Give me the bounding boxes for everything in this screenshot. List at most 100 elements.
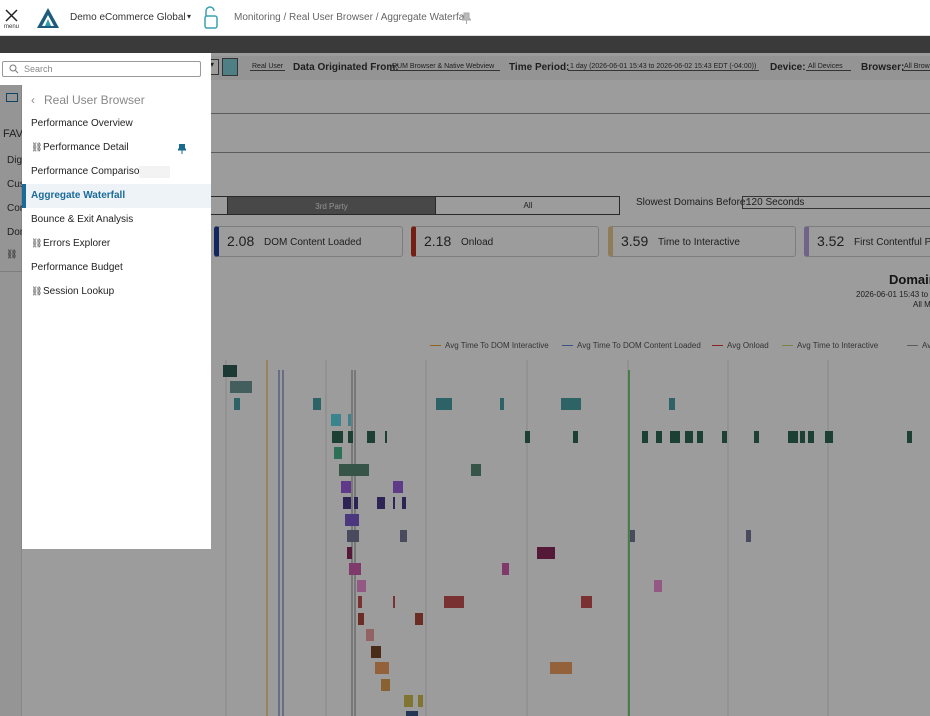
metric-label: First Contentful Pa [854,237,930,248]
metric-card[interactable]: 3.52 First Contentful Pa [804,226,930,257]
pin-icon[interactable] [178,144,186,154]
shape [234,398,675,410]
waterfall-bar [366,629,374,641]
org-name[interactable]: Demo eCommerce Global [70,12,186,23]
divider [0,271,22,272]
waterfall-bar [415,613,423,625]
shape [15,70,19,74]
waterfall-bar [525,431,530,443]
metric-card[interactable]: 3.59 Time to Interactive [608,226,796,257]
metric-label: DOM Content Loaded [264,237,362,248]
waterfall-bar [354,497,358,509]
device-label: Device: [770,62,806,73]
rail-label[interactable]: Cus [7,179,25,190]
waterfall-bar [642,431,648,443]
tab-active[interactable]: 3rd Party [227,196,436,215]
metric-value: 2.18 [424,233,452,249]
legend-item[interactable]: Avg Time to Interactive [782,341,878,350]
menu-item[interactable]: Performance Overview [31,118,133,129]
legend-item[interactable]: Avg Onload [712,341,769,350]
slowest-label: Slowest Domains Before: [636,197,749,208]
waterfall-bar [697,431,703,443]
origin-select[interactable]: RUM Browser & Native Webview [390,63,500,71]
slowest-input[interactable]: 120 Seconds [742,196,930,209]
waterfall-bar [444,596,464,608]
waterfall-bar [358,596,362,608]
dark-band [0,36,930,53]
rail-label[interactable]: Digi [7,155,25,166]
grid [225,360,829,716]
divider [211,152,930,153]
logo[interactable] [36,7,60,29]
chart-subtitle: 2026-06-01 15:43 to [856,290,929,299]
caret[interactable]: ▾ [187,12,192,21]
waterfall-bar [313,398,321,410]
rail-label[interactable]: Cor [7,203,24,214]
section-title[interactable]: Real User Browser [44,93,145,107]
search-input[interactable]: Search [2,61,201,77]
menu-item[interactable]: Errors Explorer [43,238,111,249]
back-arrow[interactable]: ‹ [31,93,35,107]
tab[interactable]: All [523,201,533,210]
waterfall-bar [907,431,912,443]
menu-item[interactable]: Session Lookup [43,286,115,297]
waterfall-bar [345,514,359,526]
browser-label: Browser: [861,62,905,73]
waterfall-bar [400,530,407,542]
waterfall-bar [436,398,452,410]
legend-item[interactable]: Avg Time To DOM Content Loaded [562,341,701,350]
location-button[interactable] [222,58,238,76]
period-label: Time Period: [509,62,570,73]
pin-icon[interactable] [462,12,471,24]
menu-item[interactable]: Performance Detail [43,142,129,153]
waterfall-bar [331,414,341,426]
shape [5,9,18,22]
menu-item[interactable]: Performance Comparison [31,166,145,177]
metric-value: 3.59 [621,233,649,249]
rail-icon[interactable] [6,93,18,103]
waterfall-bar [656,431,662,443]
legend-item[interactable]: Avg Time To DOM Interactive [430,341,549,350]
mode-select[interactable]: Real User [250,63,286,71]
legend-label: Avg Time To DOM Content Loaded [577,341,701,350]
rail-label[interactable]: Dom [7,227,29,238]
period-select[interactable]: 1 day (2026-06-01 15:43 to 2026-06-02 15… [568,63,759,71]
waterfall-bar [334,447,342,459]
waterfall-bar [347,547,352,559]
waterfall-bar [332,431,343,443]
waterfall-bar [500,398,504,410]
legend-label: Avg Time to Interactive [797,341,879,350]
shape [343,497,406,509]
waterfall-bar [788,431,798,443]
shape [332,431,912,443]
shape [462,12,471,24]
waterfall-bar [349,563,361,575]
waterfall-bar [573,431,578,443]
origin-label: Data Originated From: [293,62,399,73]
lock-icon[interactable] [203,5,219,30]
menu-item[interactable]: Bounce & Exit Analysis [31,214,134,225]
browser-select[interactable]: All Brows [902,63,930,71]
waterfall-bar [230,381,252,393]
rail-link-icon[interactable]: ⛓ [6,249,18,259]
metric-label: Time to Interactive [658,237,740,248]
metric-card[interactable]: 2.18 Onload [411,226,599,257]
metric-card[interactable]: 2.08 DOM Content Loaded [214,226,403,257]
menu-item[interactable]: Performance Budget [31,262,123,273]
device-select[interactable]: All Devices [806,63,851,71]
menu-item-active[interactable]: Aggregate Waterfall [22,184,211,208]
shape [45,19,51,26]
menu-label[interactable]: menu [4,24,20,30]
rail-label[interactable]: FAV [3,128,23,140]
metric-label: Onload [461,237,494,248]
close-icon[interactable] [5,9,18,22]
legend-label: Avg Time To DOM Interactive [445,341,549,350]
waterfall-bar [685,431,693,443]
legend-item[interactable]: Avg Fi [907,341,930,350]
legend-label: Avg Fi [922,341,930,350]
waterfall-bar [630,530,635,542]
waterfall-bar [204,15,218,29]
waterfall-bar [670,431,680,443]
